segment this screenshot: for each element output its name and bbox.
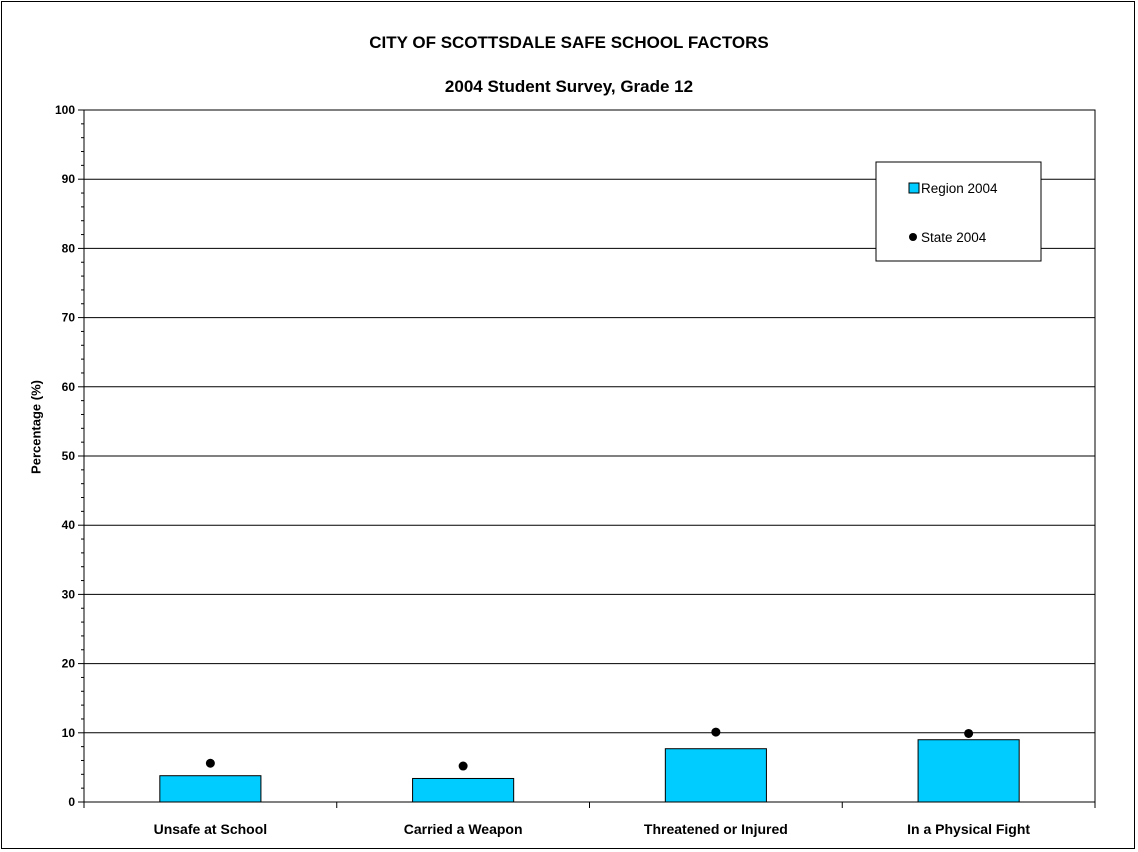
bar-region-2004 (412, 777, 515, 803)
y-tick-label: 60 (62, 380, 76, 394)
bar-region-2004 (917, 739, 1020, 803)
chart-subtitle: 2004 Student Survey, Grade 12 (444, 77, 694, 96)
bar-region-2004 (159, 775, 262, 803)
marker-state-2004 (964, 728, 974, 738)
y-tick-label: 20 (62, 657, 76, 671)
legend-label-region: Region 2004 (921, 181, 998, 196)
legend-swatch-region (908, 182, 920, 194)
y-tick-label: 30 (62, 587, 76, 601)
y-tick-label: 100 (55, 103, 75, 117)
marker-state-2004 (458, 761, 468, 771)
legend-label-state: State 2004 (921, 230, 987, 245)
x-category-label: In a Physical Fight (907, 821, 1030, 837)
y-tick-label: 80 (62, 241, 76, 255)
marker-state-2004 (711, 727, 721, 737)
x-category-label: Unsafe at School (154, 821, 268, 837)
y-tick-label: 40 (62, 518, 76, 532)
x-category-label: Threatened or Injured (644, 821, 788, 837)
legend-box (875, 161, 1042, 262)
y-tick-label: 10 (62, 726, 76, 740)
chart-title: CITY OF SCOTTSDALE SAFE SCHOOL FACTORS (369, 33, 769, 52)
y-tick-label: 70 (62, 311, 76, 325)
y-tick-label: 90 (62, 172, 76, 186)
y-tick-label: 50 (62, 449, 76, 463)
legend-marker-state (909, 233, 917, 241)
x-category-label: Carried a Weapon (404, 821, 523, 837)
bar-region-2004 (664, 748, 767, 803)
marker-state-2004 (205, 758, 215, 768)
y-tick-label: 0 (68, 795, 75, 809)
